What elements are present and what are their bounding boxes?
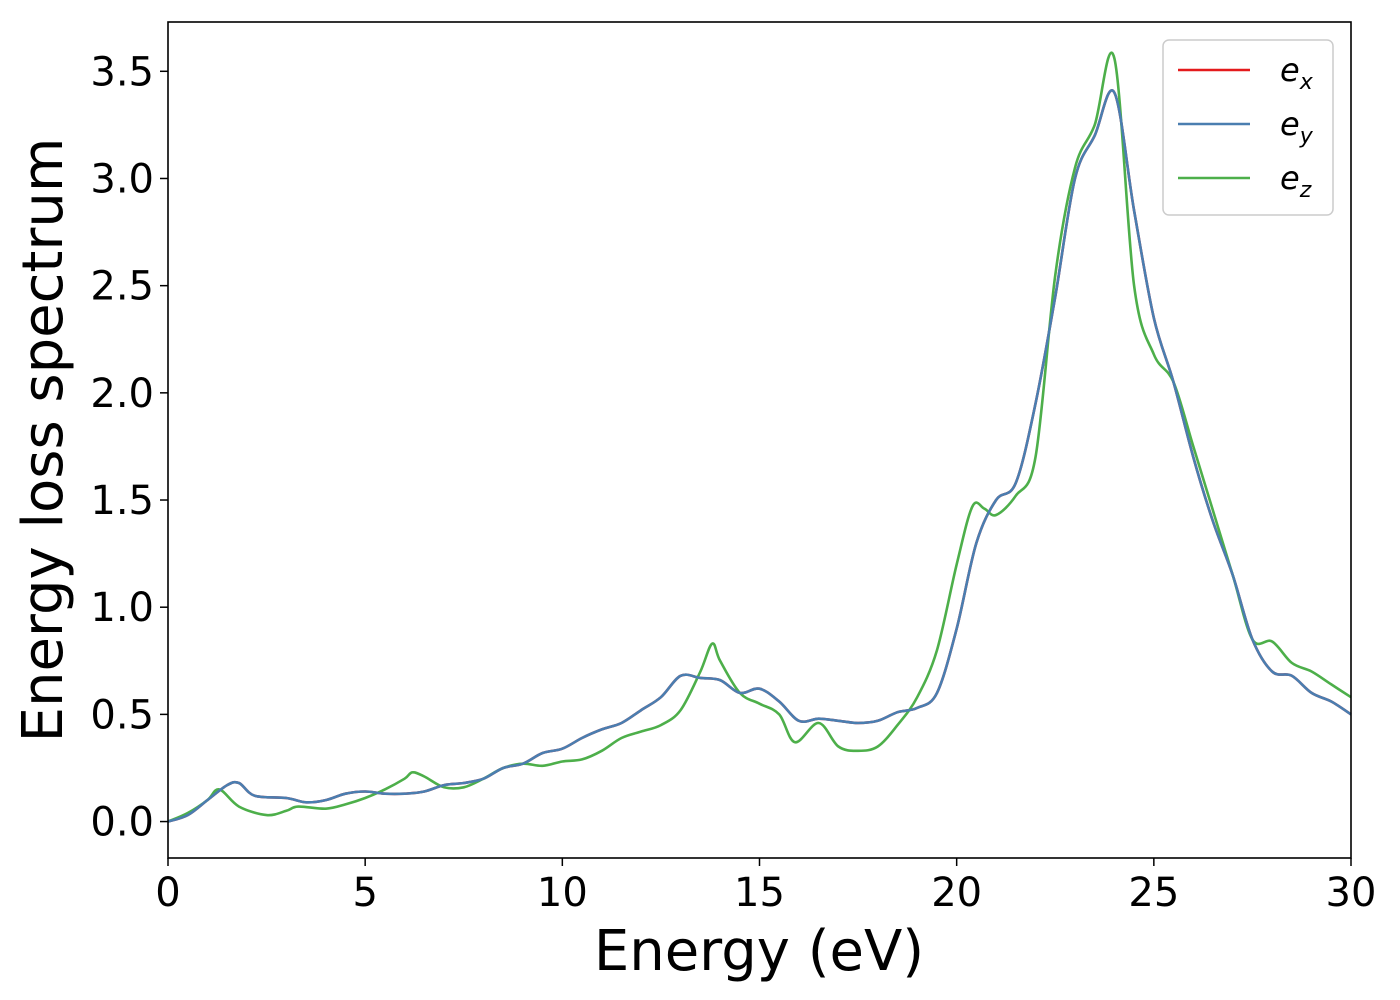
y-tick-label: 1.0 [90, 585, 154, 631]
y-axis-title: Energy loss spectrum [11, 138, 76, 743]
legend-base: e [1280, 51, 1300, 89]
legend-base: e [1280, 105, 1300, 143]
series-lines [167, 51, 1352, 823]
x-tick-label: 15 [734, 870, 785, 916]
legend-subscript: x [1299, 70, 1314, 95]
legend-subscript: z [1299, 178, 1312, 203]
y-tick-label: 2.0 [90, 371, 154, 417]
axis-ticks: 0 5 10 15 20 25 30 0.0 0.5 1.0 1.5 2.0 2.5 3.0 3.5 [90, 49, 1376, 916]
x-tick-label: 0 [155, 870, 180, 916]
x-tick-label: 20 [931, 870, 982, 916]
legend-base: e [1280, 159, 1300, 197]
legend-subscript: y [1299, 124, 1314, 149]
y-tick-label: 0.5 [90, 692, 154, 738]
legend-label-ey: ey [1280, 105, 1314, 149]
x-tick-label: 30 [1326, 870, 1377, 916]
y-tick-label: 1.5 [90, 478, 154, 524]
legend-box [1162, 39, 1334, 216]
x-tick-label: 10 [537, 870, 588, 916]
legend-label-ez: ez [1280, 159, 1312, 203]
series-line-ey [167, 89, 1352, 823]
y-tick-label: 3.5 [90, 49, 154, 95]
y-tick-label: 3.0 [90, 156, 154, 202]
series-line-ez [167, 51, 1352, 823]
y-tick-label: 0.0 [90, 800, 154, 846]
y-tick-label: 2.5 [90, 264, 154, 310]
legend-label-ex: ex [1280, 51, 1314, 95]
x-axis-title: Energy (eV) [594, 919, 924, 984]
x-tick-label: 25 [1128, 870, 1179, 916]
x-tick-label: 5 [352, 870, 377, 916]
